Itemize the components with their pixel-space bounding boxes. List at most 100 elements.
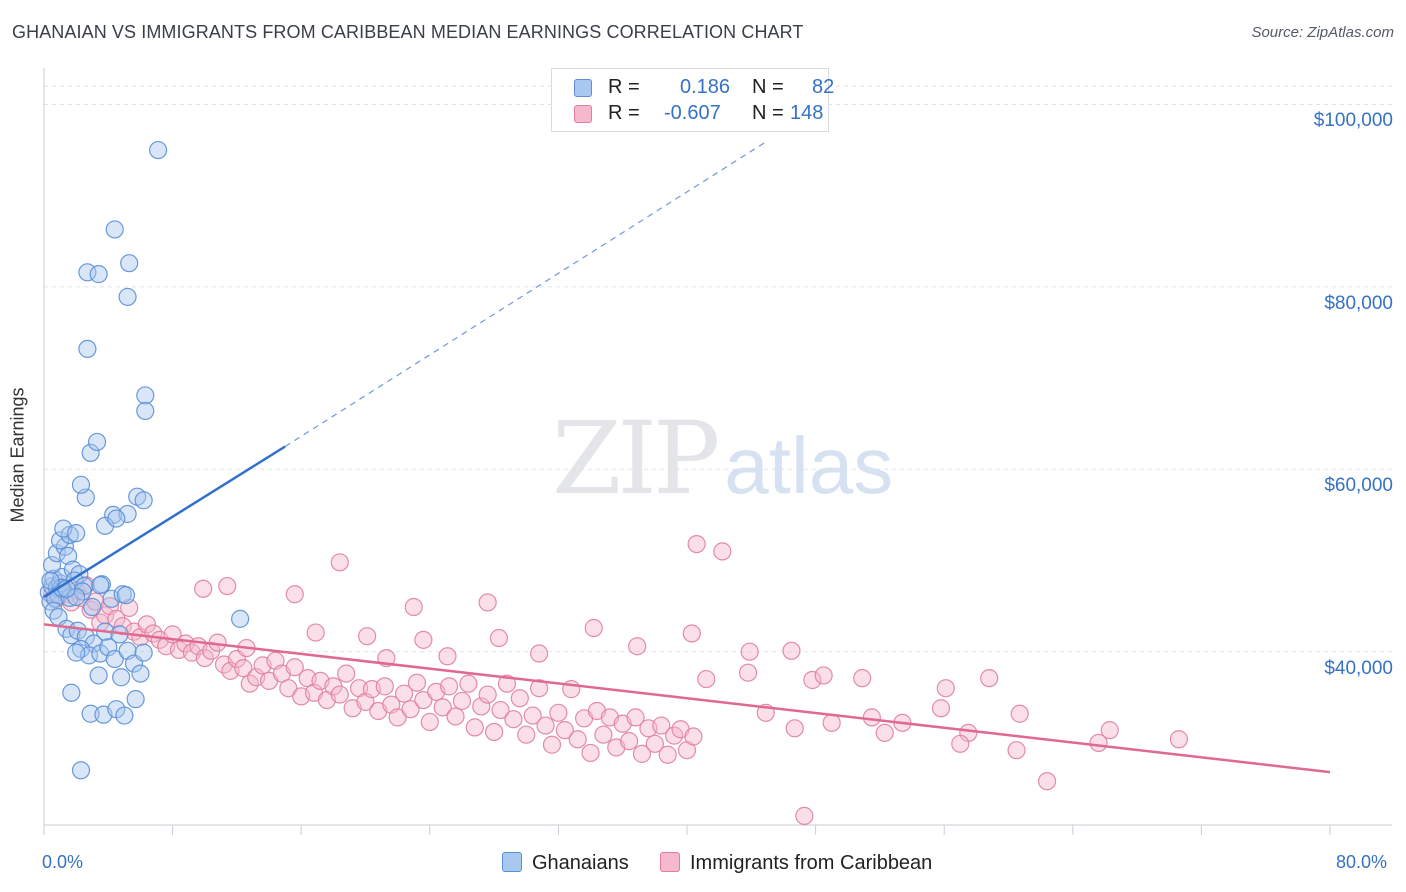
legend-r-value: 0.186 xyxy=(680,76,731,98)
y-tick-label: $100,000 xyxy=(1313,110,1393,132)
caribbean-point xyxy=(452,691,472,711)
caribbean-point xyxy=(626,708,645,727)
legend-swatch-caribbean xyxy=(574,105,592,123)
caribbean-point xyxy=(555,721,574,740)
caribbean-point xyxy=(620,731,639,751)
bottom-legend-swatch-caribbean xyxy=(660,852,680,872)
ghanaian-point xyxy=(83,597,102,617)
caribbean-point xyxy=(542,735,562,754)
caribbean-point xyxy=(697,669,716,689)
ghanaian-point xyxy=(62,683,81,702)
caribbean-point xyxy=(658,745,677,764)
caribbean-point xyxy=(682,624,701,643)
caribbean-point xyxy=(394,684,414,703)
bottom-legend-label-caribbean: Immigrants from Caribbean xyxy=(690,852,933,874)
caribbean-point xyxy=(822,713,841,732)
caribbean-point xyxy=(951,734,970,753)
caribbean-point xyxy=(414,690,433,710)
legend-n-label: N = xyxy=(752,102,784,124)
caribbean-point xyxy=(306,623,325,642)
caribbean-point xyxy=(581,743,600,763)
caribbean-point xyxy=(489,628,509,648)
caribbean-point xyxy=(433,698,452,717)
caribbean-point xyxy=(504,710,523,729)
caribbean-point xyxy=(472,697,491,716)
caribbean-point xyxy=(491,700,510,720)
caribbean-point xyxy=(414,630,433,649)
caribbean-point xyxy=(195,648,214,668)
watermark-atlas: atlas xyxy=(724,421,894,510)
caribbean-point xyxy=(536,716,555,735)
caribbean-point xyxy=(285,658,304,677)
trend-lines xyxy=(43,140,1331,774)
x-tick-label-max: 80.0% xyxy=(1336,852,1388,872)
caribbean-point xyxy=(404,597,423,617)
ghanaian-point xyxy=(87,432,107,452)
ghanaian-point xyxy=(67,643,86,662)
gridlines xyxy=(44,85,1392,653)
caribbean-point xyxy=(446,707,465,726)
caribbean-point xyxy=(478,685,497,704)
ghanaian-point xyxy=(102,589,121,608)
ghanaian-point xyxy=(112,668,131,687)
caribbean-point xyxy=(459,674,478,693)
ghanaian-point xyxy=(41,571,60,590)
y-tick-label: $60,000 xyxy=(1324,475,1393,497)
caribbean-point xyxy=(814,666,833,685)
legend-r-label: R = xyxy=(608,76,640,98)
caribbean-point xyxy=(218,576,237,596)
legend-r-value: -0.607 xyxy=(664,102,721,124)
ghanaian-point xyxy=(89,265,108,284)
bottom-legend-caribbean: Immigrants from Caribbean xyxy=(660,852,932,875)
caribbean-point xyxy=(285,585,304,604)
bottom-legend-swatch-ghanaians xyxy=(502,852,522,872)
caribbean-point xyxy=(523,706,542,725)
caribbean-point xyxy=(530,679,549,698)
caribbean-point xyxy=(1010,704,1029,723)
caribbean-point xyxy=(438,647,457,666)
caribbean-point xyxy=(517,725,536,744)
legend-r-label: R = xyxy=(608,102,640,124)
ghanaian-point xyxy=(126,690,145,709)
legend-swatch-ghanaians xyxy=(574,79,592,97)
ghanaian-point xyxy=(78,339,97,359)
bottom-legend-label-ghanaians: Ghanaians xyxy=(532,852,629,874)
caribbean-point xyxy=(980,669,999,688)
caribbean-point xyxy=(439,677,459,696)
ghanaian-point xyxy=(136,386,155,405)
ghanaian-point xyxy=(71,475,91,494)
caribbean-point xyxy=(1007,741,1026,760)
caribbean-point xyxy=(388,708,407,727)
ghanaian-point xyxy=(50,531,70,550)
y-axis-label: Median Earnings xyxy=(7,387,28,523)
ghanaian-point xyxy=(67,524,86,543)
caribbean-point xyxy=(795,806,814,825)
caribbean-point xyxy=(549,703,568,722)
source-label: Source: ZipAtlas.com xyxy=(1251,24,1394,41)
caribbean-point xyxy=(137,615,156,634)
ghanaian-point xyxy=(134,491,153,510)
caribbean-point xyxy=(1037,772,1057,791)
caribbean-point xyxy=(279,679,298,698)
ghanaian-point xyxy=(71,761,91,780)
ghanaian-point xyxy=(78,263,97,282)
caribbean-point xyxy=(628,637,647,656)
caribbean-point xyxy=(594,725,613,744)
ghanaian-point xyxy=(91,576,110,595)
caribbean-point xyxy=(530,644,549,663)
ghanaian-point xyxy=(231,609,250,628)
x-tick-label-min: 0.0% xyxy=(42,852,84,872)
caribbean-point xyxy=(407,673,427,692)
ghanaian-point xyxy=(59,546,78,566)
y-tick-label: $80,000 xyxy=(1324,292,1393,314)
caribbean-point xyxy=(478,593,497,612)
ghanaian-point xyxy=(107,509,126,528)
caribbean-point xyxy=(194,579,213,598)
caribbean-point xyxy=(632,744,652,763)
ghanaian-point xyxy=(116,586,136,605)
caribbean-point xyxy=(107,609,126,628)
caribbean-point xyxy=(497,674,517,693)
caribbean-point xyxy=(740,642,759,661)
legend-n-value: 148 xyxy=(790,102,824,124)
ghanaian-point xyxy=(95,516,115,535)
